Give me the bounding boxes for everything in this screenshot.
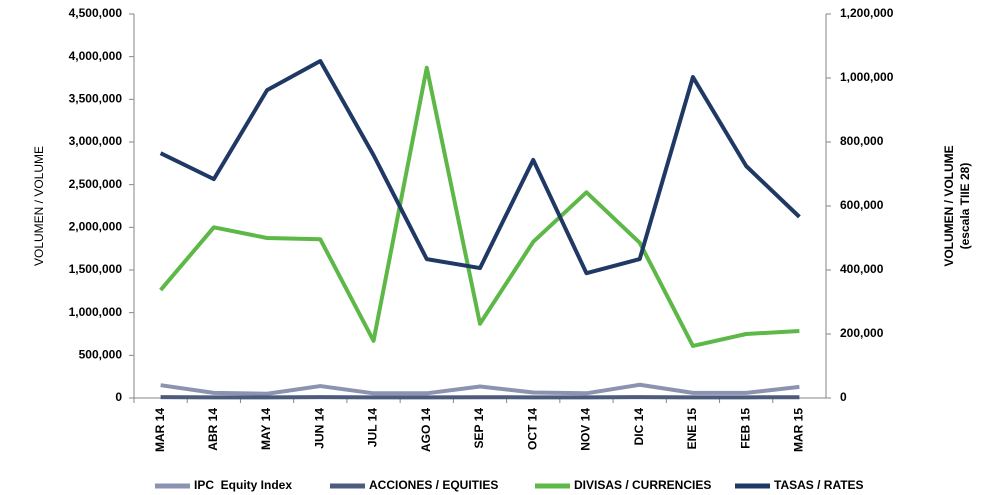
legend-label: DIVISAS / CURRENCIES — [574, 478, 711, 492]
series-line — [159, 65, 800, 348]
x-tick-label: JUL 14 — [366, 408, 380, 447]
x-tick-label: OCT 14 — [525, 408, 539, 450]
x-tick-label: DIC 14 — [632, 408, 646, 446]
y2-tick-label: 1,000,000 — [840, 70, 894, 84]
y2-tick-label: 600,000 — [840, 198, 884, 212]
y-tick-label: 1,000,000 — [69, 305, 123, 319]
x-tick-label: SEP 14 — [472, 408, 486, 449]
y2-axis-title: (escala TIIE 28) — [958, 163, 972, 250]
series-line — [159, 59, 801, 276]
y-tick-label: 0 — [115, 390, 122, 404]
legend-label: IPC Equity Index — [194, 478, 292, 492]
x-tick-label: ENE 15 — [685, 408, 699, 450]
x-tick-label: ABR 14 — [206, 408, 220, 451]
legend-label: TASAS / RATES — [774, 478, 864, 492]
x-tick-label: FEB 15 — [738, 408, 752, 449]
y-tick-label: 4,500,000 — [69, 6, 123, 20]
x-tick-label: AGO 14 — [419, 408, 433, 452]
series-line — [160, 382, 800, 396]
legend-label: ACCIONES / EQUITIES — [369, 478, 498, 492]
y2-tick-label: 800,000 — [840, 134, 884, 148]
y-axis-title: VOLUMEN / VOLUME — [32, 146, 46, 266]
y2-tick-label: 0 — [840, 390, 847, 404]
y-tick-label: 3,000,000 — [69, 134, 123, 148]
y-tick-label: 3,500,000 — [69, 92, 123, 106]
x-tick-label: MAR 15 — [792, 408, 806, 452]
y2-tick-label: 200,000 — [840, 326, 884, 340]
x-tick-label: NOV 14 — [579, 408, 593, 451]
y-tick-label: 2,000,000 — [69, 220, 123, 234]
y-tick-label: 2,500,000 — [69, 177, 123, 191]
y2-tick-label: 400,000 — [840, 262, 884, 276]
y-tick-label: 500,000 — [79, 348, 123, 362]
y-tick-label: 1,500,000 — [69, 262, 123, 276]
x-tick-label: JUN 14 — [312, 408, 326, 449]
x-tick-label: MAY 14 — [259, 408, 273, 450]
y2-axis-title: VOLUMEN / VOLUME — [942, 145, 956, 266]
x-tick-label: MAR 14 — [153, 408, 167, 452]
y2-tick-label: 1,200,000 — [840, 6, 894, 20]
y-tick-label: 4,000,000 — [69, 49, 123, 63]
